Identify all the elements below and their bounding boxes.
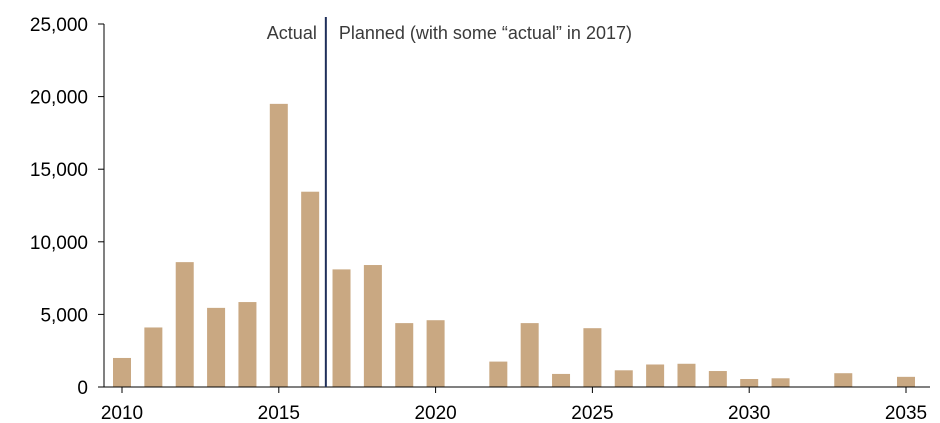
bar-2029 <box>708 371 727 387</box>
bar-2019 <box>395 323 414 387</box>
y-tick-label: 5,000 <box>40 305 88 326</box>
x-tick-label: 2030 <box>728 403 770 423</box>
bar-2025 <box>583 328 602 387</box>
bar-2013 <box>207 307 226 387</box>
bar-2033 <box>834 373 853 387</box>
x-tick-label: 2015 <box>258 403 300 423</box>
bar-2020 <box>426 320 445 387</box>
y-ticks-group: 0 5,000 10,000 15,000 20,000 25,000 <box>30 15 104 399</box>
x-tick-label: 2025 <box>571 403 613 423</box>
bar-2011 <box>144 327 163 387</box>
bar-2024 <box>552 373 571 387</box>
bar-2026 <box>614 370 633 387</box>
x-tick-label: 2035 <box>885 403 927 423</box>
bar-2014 <box>238 302 257 387</box>
y-tick-label: 10,000 <box>30 233 88 254</box>
bar-2012 <box>175 262 194 387</box>
bar-2023 <box>520 323 539 387</box>
y-tick-label: 25,000 <box>30 15 88 36</box>
bar-2015 <box>269 103 288 388</box>
x-tick-label: 2010 <box>101 403 143 423</box>
bars-group <box>113 103 915 388</box>
y-tick-label: 20,000 <box>30 88 88 109</box>
y-tick-label: 0 <box>77 378 88 399</box>
bar-2031 <box>771 378 790 387</box>
annotation-planned: Planned (with some “actual” in 2017) <box>339 23 632 43</box>
y-tick-label: 15,000 <box>30 160 88 181</box>
bar-2027 <box>646 364 665 387</box>
bar-2028 <box>677 363 696 387</box>
x-tick-label: 2020 <box>414 403 456 423</box>
bar-2030 <box>740 379 759 387</box>
bar-2035 <box>897 376 915 387</box>
bar-2022 <box>489 361 508 387</box>
bar-2018 <box>363 265 382 387</box>
bar-2016 <box>301 191 320 387</box>
bar-2010 <box>113 357 131 387</box>
x-ticks-group: 2010 2015 2020 2025 2030 2035 <box>101 387 927 423</box>
annotation-actual: Actual <box>267 23 317 43</box>
bar-2017 <box>332 269 351 387</box>
